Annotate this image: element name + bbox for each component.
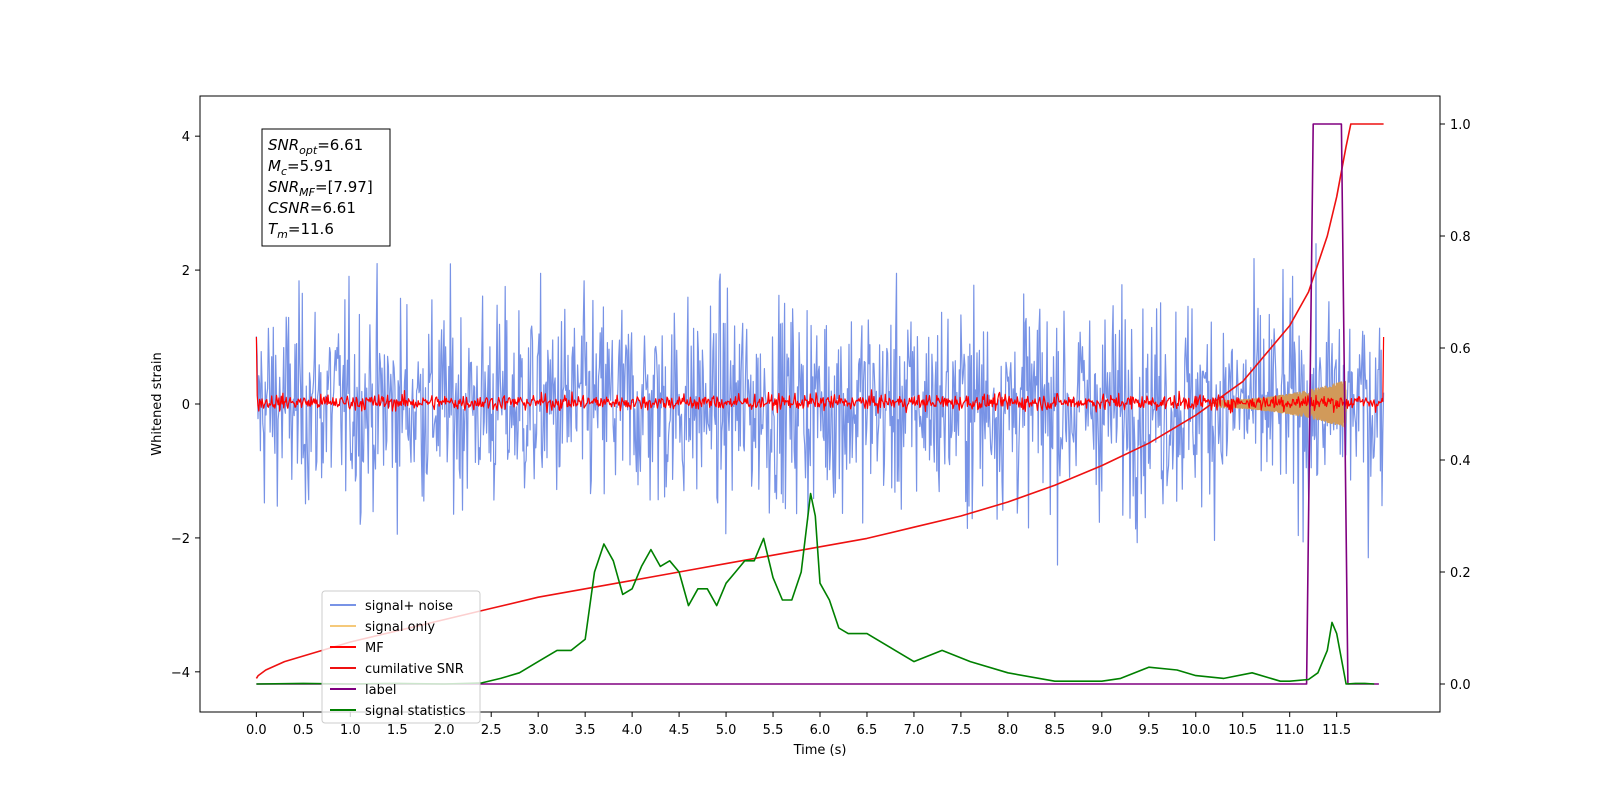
y2-tick-label: 1.0: [1450, 118, 1471, 133]
y-tick-label: −2: [171, 532, 190, 547]
x-tick-label: 7.0: [904, 723, 925, 738]
info-symbol: T: [268, 220, 279, 238]
info-subscript: MF: [299, 186, 315, 199]
info-symbol: SNR: [268, 136, 299, 154]
x-tick-label: 9.0: [1091, 723, 1112, 738]
x-tick-label: 0.5: [293, 723, 314, 738]
y-tick-label: 0: [182, 398, 190, 413]
x-axis: 0.0 0.5 1.0 1.5 2.0 2.5 3.0 3.5 4.0 4.5 5.0 5.5 6.0 6…: [246, 712, 1351, 738]
x-tick-label: 8.5: [1045, 723, 1066, 738]
legend-label: signal only: [365, 620, 435, 635]
info-value: =[7.97]: [315, 178, 373, 196]
info-line: Mc=5.91: [268, 157, 333, 178]
info-line: SNRMF=[7.97]: [268, 178, 373, 199]
info-symbol: SNR: [268, 178, 299, 196]
legend-label: MF: [365, 641, 384, 656]
info-value: =6.61: [317, 136, 363, 154]
x-axis-label: Time (s): [793, 743, 847, 758]
legend-label: cumilative SNR: [365, 662, 464, 677]
y-tick-label: 4: [182, 130, 190, 145]
x-tick-label: 5.0: [716, 723, 737, 738]
x-tick-label: 11.0: [1275, 723, 1304, 738]
y2-tick-label: 0.2: [1450, 566, 1471, 581]
x-tick-label: 7.5: [951, 723, 972, 738]
x-tick-label: 2.0: [434, 723, 455, 738]
y-axis-label: Whitened strain: [150, 352, 165, 455]
info-box-frame: [261, 128, 391, 247]
x-tick-label: 10.5: [1228, 723, 1257, 738]
legend-label: signal+ noise: [365, 599, 453, 614]
info-subscript: opt: [299, 144, 318, 157]
x-tick-label: 3.5: [575, 723, 596, 738]
x-tick-label: 5.5: [763, 723, 784, 738]
info-line: CSNR=6.61: [268, 199, 356, 217]
x-tick-label: 8.0: [998, 723, 1019, 738]
info-symbol: CSNR: [268, 199, 310, 217]
info-symbol: M: [268, 157, 281, 175]
x-tick-label: 3.0: [528, 723, 549, 738]
info-subscript: m: [277, 228, 288, 241]
y2-tick-label: 0.0: [1450, 678, 1471, 693]
x-tick-label: 4.0: [622, 723, 643, 738]
info-line: Tm=11.6: [268, 220, 334, 241]
y-tick-label: −4: [171, 666, 190, 681]
info-value: =5.91: [287, 157, 333, 175]
info-subscript: c: [281, 165, 287, 178]
x-tick-label: 11.5: [1322, 723, 1351, 738]
legend-label: signal statistics: [365, 704, 466, 719]
x-tick-label: 1.0: [340, 723, 361, 738]
x-tick-label: 0.0: [246, 723, 267, 738]
series-line-signal-noise: [255, 243, 1385, 566]
y-tick-label: 2: [182, 264, 190, 279]
y-axis-left: −4 −2 0 2 4: [171, 130, 200, 681]
info-value: =6.61: [310, 199, 356, 217]
info-line: SNRopt=6.61: [268, 136, 363, 157]
series-line-signal-statistics: [256, 492, 1375, 685]
x-tick-label: 9.5: [1138, 723, 1159, 738]
y2-tick-label: 0.6: [1450, 342, 1471, 357]
series-line-mf: [255, 336, 1385, 414]
x-tick-label: 4.5: [669, 723, 690, 738]
legend: signal+ noise signal only MF cumilative SNR…: [321, 590, 481, 724]
y2-tick-label: 0.8: [1450, 230, 1471, 245]
x-tick-label: 2.5: [481, 723, 502, 738]
x-tick-label: 1.5: [387, 723, 408, 738]
info-box: SNRopt=6.61Mc=5.91SNRMF=[7.97]CSNR=6.61T…: [261, 128, 391, 247]
legend-frame: [321, 590, 481, 724]
y-axis-right: 0.0 0.2 0.4 0.6 0.8 1.0: [1440, 118, 1471, 693]
x-tick-label: 6.0: [810, 723, 831, 738]
x-tick-label: 6.5: [857, 723, 878, 738]
legend-label: label: [365, 683, 396, 698]
x-tick-label: 10.0: [1181, 723, 1210, 738]
info-value: =11.6: [288, 220, 334, 238]
y2-tick-label: 0.4: [1450, 454, 1471, 469]
